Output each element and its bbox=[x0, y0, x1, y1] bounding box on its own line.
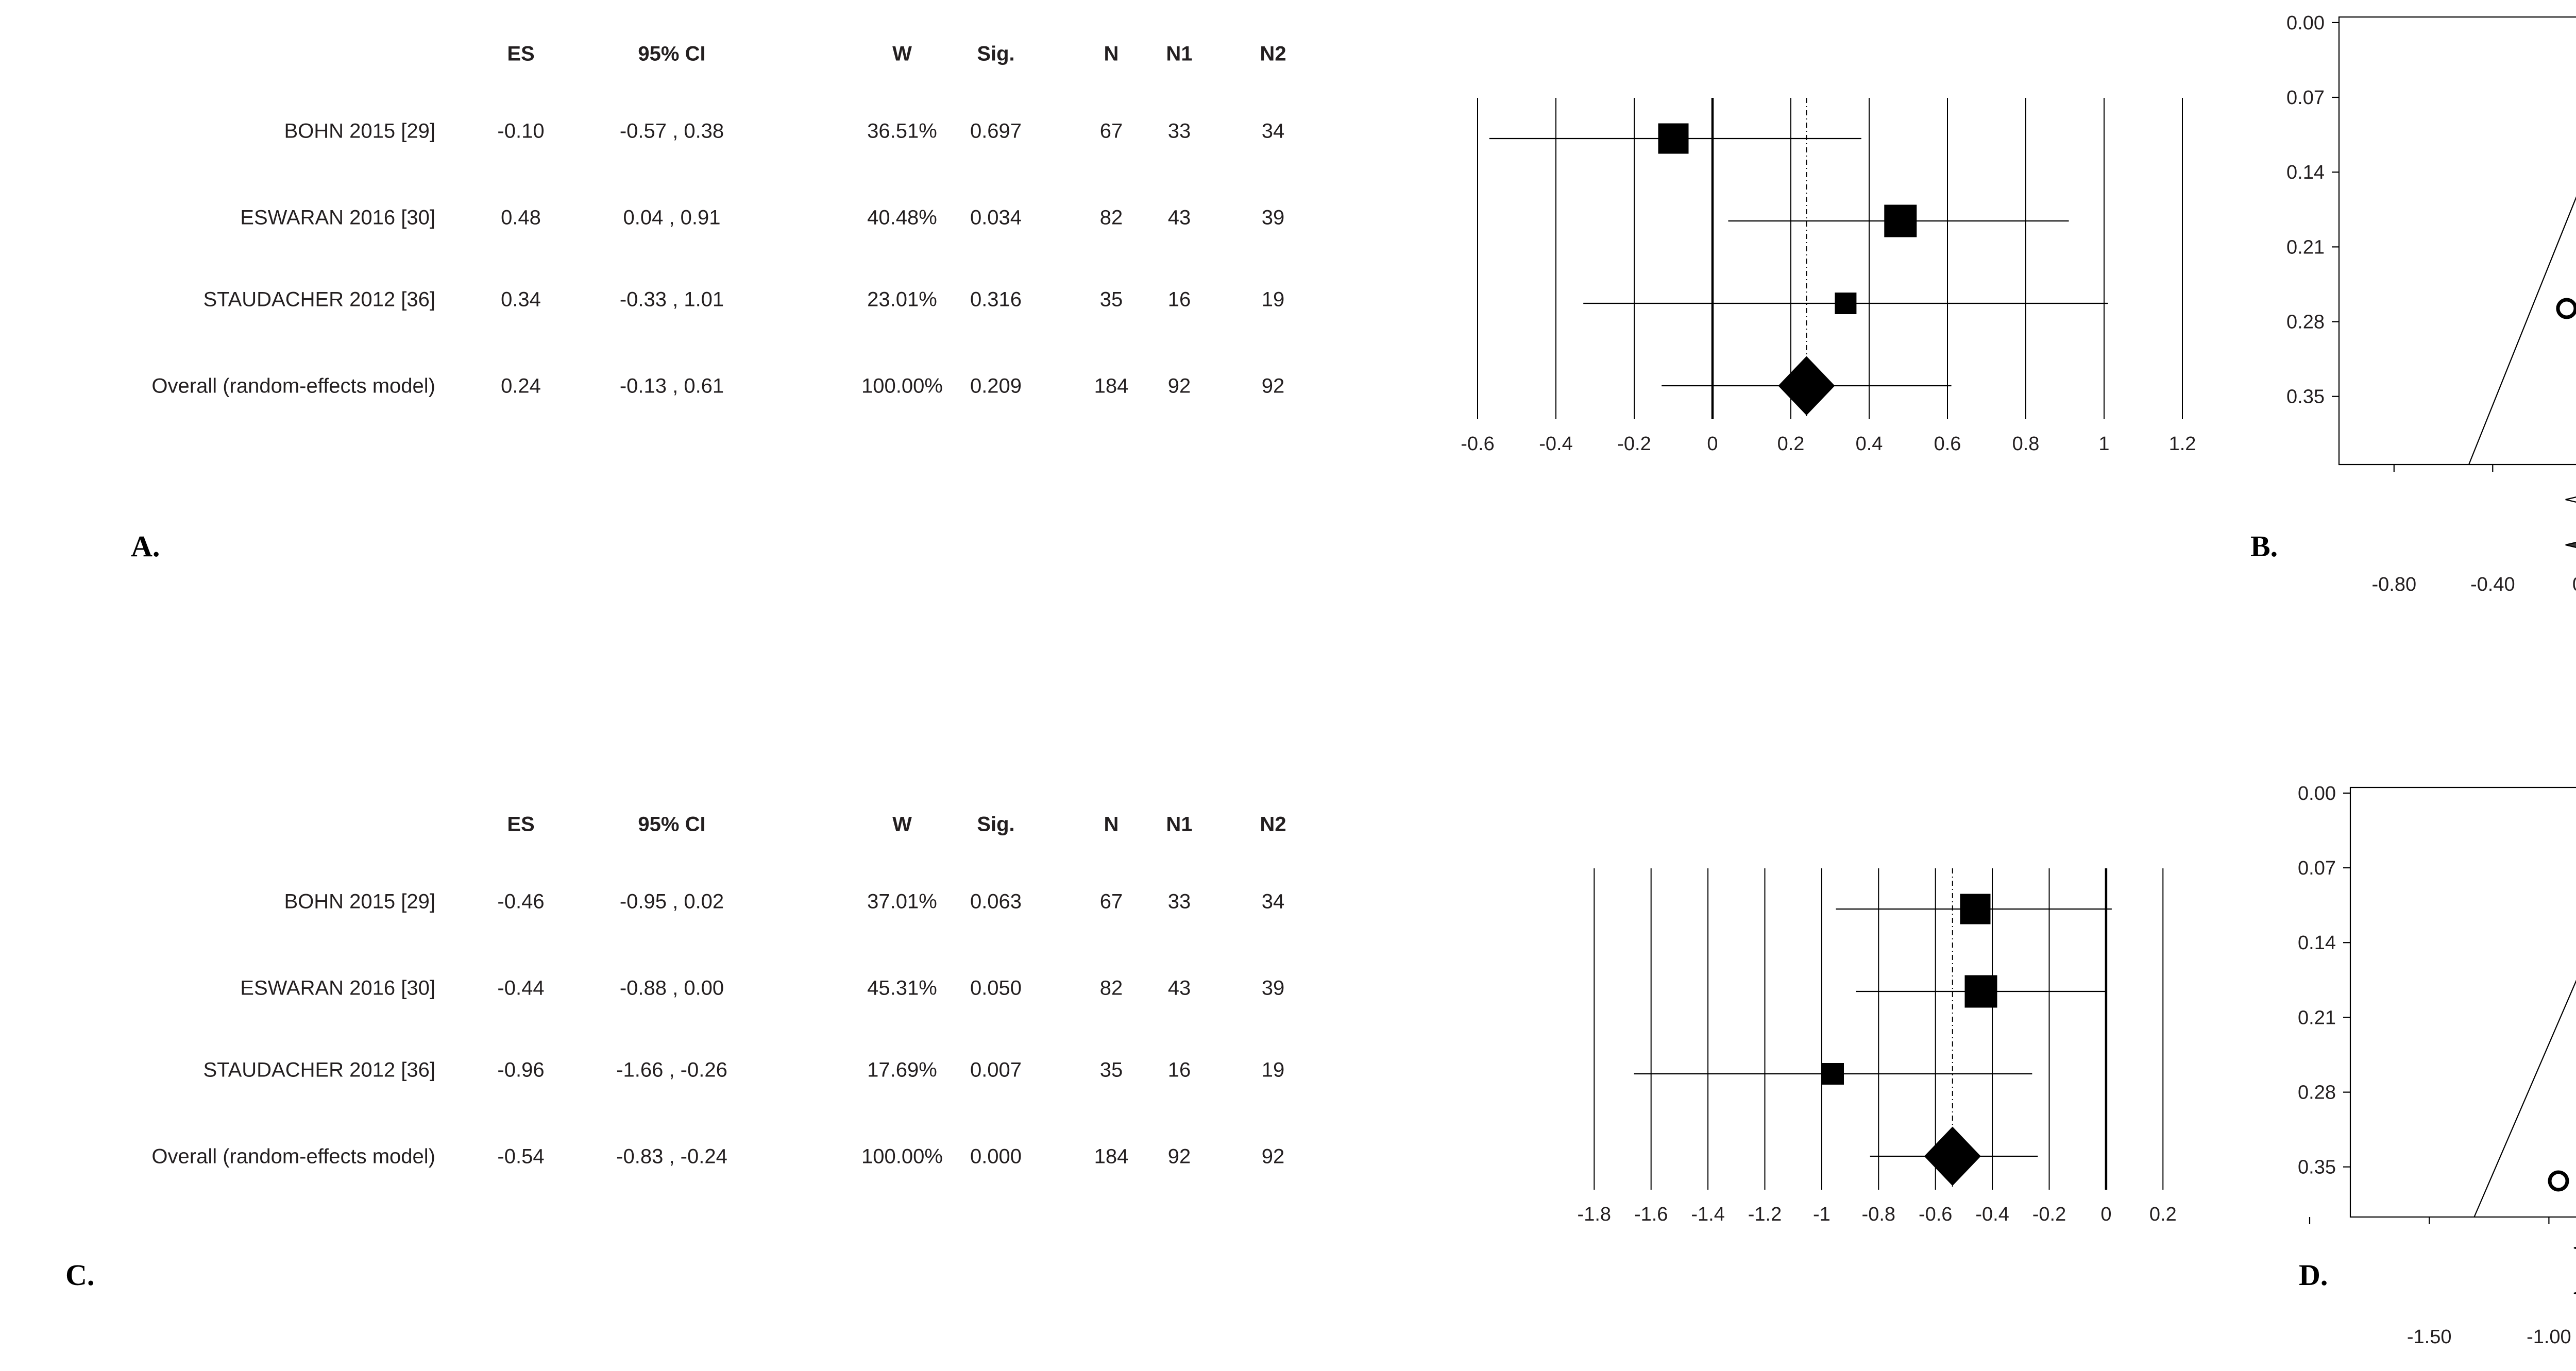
svg-text:1: 1 bbox=[2098, 433, 2109, 455]
svg-text:-0.4: -0.4 bbox=[1975, 1204, 2009, 1225]
svg-text:0.4: 0.4 bbox=[1856, 433, 1883, 455]
svg-text:-0.2: -0.2 bbox=[1617, 433, 1651, 455]
svg-text:-1.8: -1.8 bbox=[1578, 1204, 1611, 1225]
svg-text:0.07: 0.07 bbox=[2298, 858, 2336, 879]
svg-text:0.14: 0.14 bbox=[2286, 162, 2325, 183]
svg-text:-1.4: -1.4 bbox=[1691, 1204, 1724, 1225]
svg-text:0.14: 0.14 bbox=[2298, 932, 2336, 954]
svg-text:0.2: 0.2 bbox=[2149, 1204, 2177, 1225]
svg-text:-0.8: -0.8 bbox=[1862, 1204, 1895, 1225]
svg-text:-1.50: -1.50 bbox=[2407, 1326, 2452, 1348]
svg-text:0.8: 0.8 bbox=[2012, 433, 2040, 455]
svg-text:0.07: 0.07 bbox=[2286, 87, 2325, 109]
svg-text:0.00: 0.00 bbox=[2298, 783, 2336, 804]
svg-text:-0.6: -0.6 bbox=[1461, 433, 1494, 455]
svg-text:0.00: 0.00 bbox=[2286, 12, 2325, 34]
svg-text:-1.00: -1.00 bbox=[2527, 1326, 2571, 1348]
svg-text:0.2: 0.2 bbox=[1777, 433, 1805, 455]
svg-text:0.35: 0.35 bbox=[2298, 1157, 2336, 1178]
svg-text:-0.40: -0.40 bbox=[2470, 574, 2515, 592]
svg-text:-1: -1 bbox=[1813, 1204, 1831, 1225]
svg-text:-1.2: -1.2 bbox=[1748, 1204, 1782, 1225]
svg-text:0: 0 bbox=[1707, 433, 1718, 455]
svg-text:0.21: 0.21 bbox=[2286, 236, 2325, 258]
svg-text:1.2: 1.2 bbox=[2169, 433, 2196, 455]
svg-text:0.35: 0.35 bbox=[2286, 386, 2325, 408]
svg-text:-0.80: -0.80 bbox=[2371, 574, 2416, 592]
svg-text:0.21: 0.21 bbox=[2298, 1007, 2336, 1029]
svg-text:0.28: 0.28 bbox=[2298, 1082, 2336, 1104]
svg-text:0.28: 0.28 bbox=[2286, 312, 2325, 333]
svg-text:-0.6: -0.6 bbox=[1919, 1204, 1952, 1225]
svg-text:-0.2: -0.2 bbox=[2032, 1204, 2066, 1225]
svg-text:0.6: 0.6 bbox=[1934, 433, 1961, 455]
svg-text:-1.6: -1.6 bbox=[1634, 1204, 1668, 1225]
svg-text:-0.4: -0.4 bbox=[1539, 433, 1572, 455]
svg-text:0.00: 0.00 bbox=[2572, 574, 2576, 592]
svg-text:0: 0 bbox=[2100, 1204, 2111, 1225]
